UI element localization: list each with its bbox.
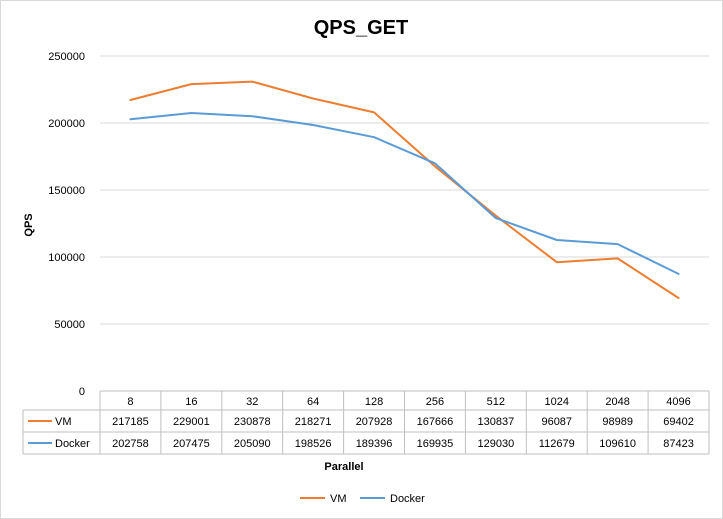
y-tick-label: 250000 <box>48 51 85 63</box>
table-cell-value: 202758 <box>112 438 149 450</box>
table-cell-value: 98989 <box>602 416 633 428</box>
y-tick-label: 150000 <box>48 185 85 197</box>
table-cell-value: 169935 <box>417 438 454 450</box>
chart-title: QPS_GET <box>314 17 408 39</box>
table-cell-value: 207475 <box>173 438 210 450</box>
table-cell-value: 167666 <box>417 416 454 428</box>
table-cell-value: 230878 <box>234 416 271 428</box>
table-series-name: VM <box>55 416 72 428</box>
y-tick-label: 50000 <box>54 319 85 331</box>
x-category-label: 64 <box>307 396 319 408</box>
y-tick-label: 200000 <box>48 118 85 130</box>
table-cell-value: 198526 <box>295 438 332 450</box>
table-cell-value: 207928 <box>356 416 393 428</box>
table-cell-value: 205090 <box>234 438 271 450</box>
table-cell-value: 129030 <box>477 438 514 450</box>
data-table: 8 16 32 64 128 256 512 1024 2048 4096 VM 217185 2290… <box>22 390 710 455</box>
table-cell-value: 189396 <box>356 438 393 450</box>
table-cell-value: 112679 <box>539 438 575 450</box>
y-axis-title: QPS <box>23 213 35 236</box>
table-cell-value: 217185 <box>112 416 149 428</box>
legend: VM Docker <box>300 493 425 505</box>
x-category-label: 4096 <box>666 396 690 408</box>
x-category-label: 256 <box>426 396 444 408</box>
y-tick-label: 0 <box>79 386 85 398</box>
x-axis-title: Parallel <box>324 461 363 473</box>
table-cell-value: 218271 <box>295 416 332 428</box>
table-cell-value: 229001 <box>173 416 210 428</box>
legend-label-docker: Docker <box>390 493 425 505</box>
y-tick-labels: 0 50000 100000 150000 200000 250000 <box>48 51 85 398</box>
x-category-label: 1024 <box>545 396 569 408</box>
x-category-label: 128 <box>365 396 383 408</box>
table-cell-value: 69402 <box>663 416 694 428</box>
legend-label-vm: VM <box>330 493 347 505</box>
x-category-label: 16 <box>185 396 197 408</box>
table-series-name: Docker <box>55 438 90 450</box>
y-tick-label: 100000 <box>48 252 85 264</box>
x-category-label: 2048 <box>605 396 629 408</box>
series-lines <box>129 80 680 299</box>
series-line-docker <box>129 112 680 275</box>
table-cell-value: 96087 <box>541 416 572 428</box>
series-line-vm <box>129 80 680 299</box>
table-cell-value: 87423 <box>663 438 694 450</box>
x-category-label: 32 <box>246 396 258 408</box>
x-category-label: 8 <box>127 396 133 408</box>
x-category-label: 512 <box>487 396 505 408</box>
table-cell-value: 109610 <box>599 438 636 450</box>
gridlines <box>100 55 709 325</box>
table-cell-value: 130837 <box>477 416 514 428</box>
